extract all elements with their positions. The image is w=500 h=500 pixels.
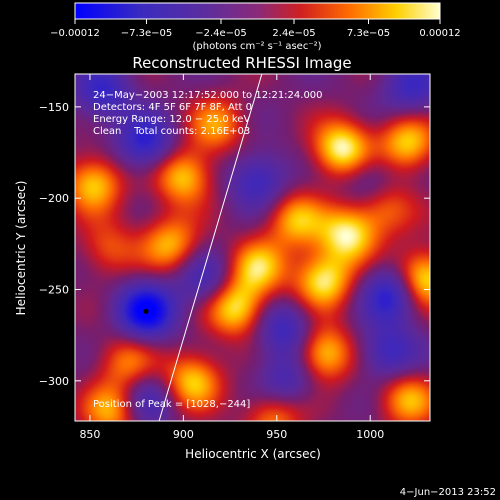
colorbar: −0.00012 −7.3e−05 −2.4e−05 2.4e−05 7.3e−05 0.… — [50, 2, 461, 52]
info-energy-range: Energy Range: 12.0 − 25.0 keV — [93, 114, 250, 125]
colorbar-units: (photons cm⁻² s⁻¹ asec⁻²) — [192, 41, 321, 52]
peak-position-label: Position of Peak = [1028,−244] — [93, 399, 250, 410]
x-tick-label: 850 — [79, 428, 100, 441]
y-tick-label: −250 — [39, 284, 69, 297]
y-tick-label: −300 — [39, 375, 69, 388]
colorbar-ticks: −0.00012 −7.3e−05 −2.4e−05 2.4e−05 7.3e−05 0.… — [50, 19, 461, 39]
info-total-counts: Clean Total counts: 2.16E+03 — [93, 126, 250, 137]
y-tick-label: −200 — [39, 192, 69, 205]
x-axis-label: Heliocentric X (arcsec) — [185, 447, 321, 461]
x-tick-label: 900 — [173, 428, 194, 441]
info-detectors: Detectors: 4F 5F 6F 7F 8F, Att 0 — [93, 102, 252, 113]
colorbar-tick-label: 0.00012 — [419, 28, 460, 39]
y-axis-label: Heliocentric Y (arcsec) — [14, 181, 28, 316]
colorbar-tick-label: −2.4e−05 — [195, 28, 247, 39]
footer-date: 4−Jun−2013 23:52 — [400, 487, 496, 498]
colorbar-tick-label: −0.00012 — [50, 28, 100, 39]
info-time-range: 24−May−2003 12:17:52.000 to 12:21:24.000 — [93, 90, 323, 101]
plot-area: 850 900 950 1000 −150 −200 −250 −300 24−May−200… — [39, 73, 431, 441]
heatmap-image — [75, 74, 430, 421]
colorbar-tick-label: 2.4e−05 — [272, 28, 315, 39]
chart-title: Reconstructed RHESSI Image — [132, 54, 351, 72]
info-block: 24−May−2003 12:17:52.000 to 12:21:24.000… — [93, 90, 323, 137]
x-tick-label: 950 — [266, 428, 287, 441]
peak-marker — [143, 308, 149, 314]
colorbar-gradient — [74, 2, 441, 20]
axis-ticks: 850 900 950 1000 −150 −200 −250 −300 — [39, 74, 430, 441]
plot-frame — [74, 73, 431, 422]
x-tick-label: 1000 — [356, 428, 384, 441]
y-tick-label: −150 — [39, 101, 69, 114]
colorbar-tick-label: −7.3e−05 — [121, 28, 173, 39]
colorbar-tick-label: 7.3e−05 — [347, 28, 390, 39]
solar-limb-line — [158, 74, 263, 421]
